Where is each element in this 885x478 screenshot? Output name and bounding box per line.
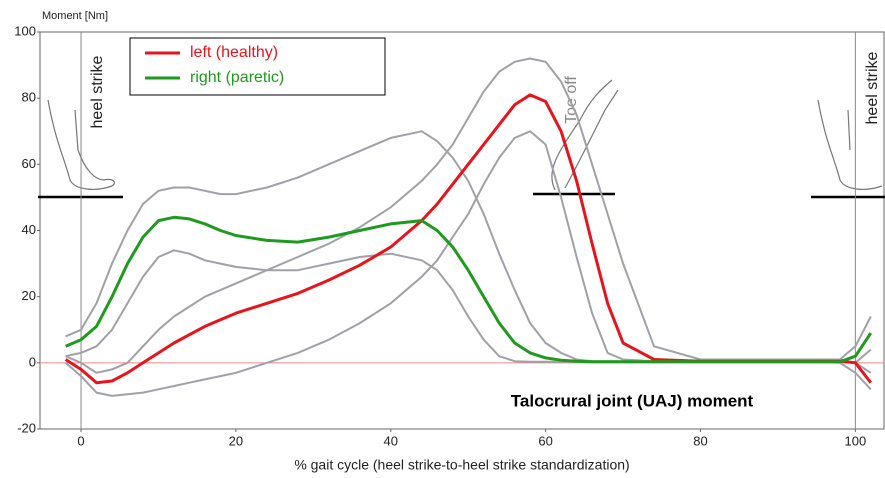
y-tick-label: 0 xyxy=(29,354,36,369)
foot-icons xyxy=(47,79,883,191)
legend-label: right (paretic) xyxy=(190,69,284,86)
x-tick-label: 100 xyxy=(844,433,866,448)
y-tick-label: -20 xyxy=(17,420,36,435)
series-line xyxy=(65,57,872,374)
series-line xyxy=(65,215,873,364)
x-tick-label: 0 xyxy=(77,433,84,448)
y-tick-label: 20 xyxy=(22,288,36,303)
event-label: heel strike xyxy=(864,51,881,124)
series-line xyxy=(64,93,872,385)
x-tick-label: 80 xyxy=(693,433,707,448)
x-tick-label: 20 xyxy=(229,433,243,448)
series-line xyxy=(64,130,872,397)
y-tick-label: 80 xyxy=(22,90,36,105)
x-tick-label: 60 xyxy=(538,433,552,448)
x-tick-label: 40 xyxy=(384,433,398,448)
y-tick-label: 100 xyxy=(14,23,36,38)
y-tick-label: 40 xyxy=(22,222,36,237)
annotation: Talocrural joint (UAJ) moment xyxy=(511,391,754,410)
legend-box xyxy=(129,37,386,96)
y-tick-label: 60 xyxy=(22,156,36,171)
event-label: heel strike xyxy=(89,55,106,128)
legend-label: left (healthy) xyxy=(190,44,278,61)
y-axis-label: Moment [Nm] xyxy=(42,10,108,22)
x-axis-label: % gait cycle (heel strike-to-heel strike… xyxy=(294,457,629,473)
